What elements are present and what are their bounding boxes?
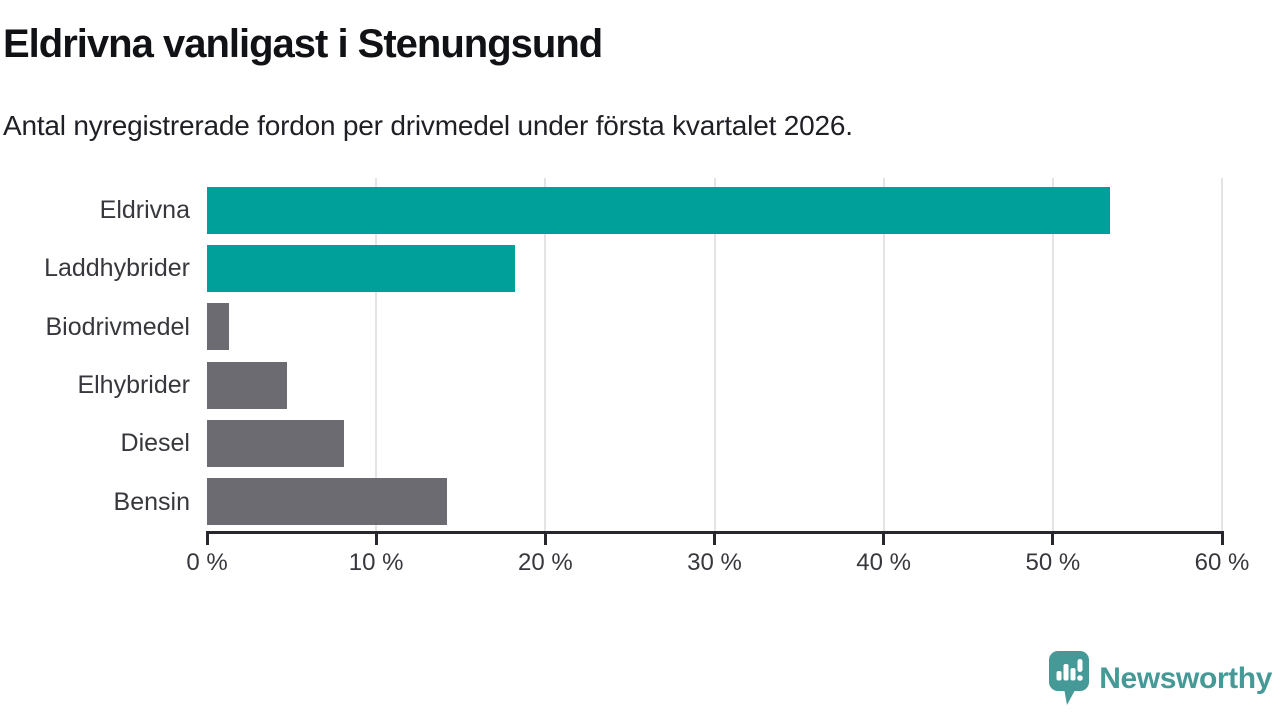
gridline-60pct bbox=[1221, 178, 1223, 531]
x-axis-tick-label: 60 % bbox=[1194, 549, 1250, 576]
newsworthy-logo-icon bbox=[1049, 651, 1090, 705]
bar-biodrivmedel bbox=[207, 303, 229, 351]
bar-diesel bbox=[207, 419, 345, 467]
x-axis-tick-label: 10 % bbox=[348, 549, 404, 576]
gridline-40pct bbox=[882, 178, 885, 531]
chart-subtitle: Antal nyregistrerade fordon per drivmede… bbox=[3, 110, 853, 141]
x-axis-tick-label: 30 % bbox=[687, 549, 742, 576]
x-axis-tick-60pct bbox=[1220, 531, 1224, 545]
x-axis-tick-30pct bbox=[713, 531, 716, 545]
page-title: Eldrivna vanligast i Stenungsund bbox=[3, 22, 603, 66]
category-label-eldrivna: Eldrivna bbox=[99, 196, 190, 224]
gridline-50pct bbox=[1051, 178, 1054, 531]
bar-elhybrider bbox=[207, 361, 287, 409]
x-axis-tick-label: 50 % bbox=[1025, 549, 1081, 576]
brand-footer: Newsworthy bbox=[1048, 650, 1272, 707]
gridline-10pct bbox=[375, 178, 378, 531]
x-axis-tick-10pct bbox=[374, 531, 378, 545]
category-label-bensin: Bensin bbox=[113, 487, 190, 516]
x-axis-tick-40pct bbox=[882, 531, 886, 545]
bar-laddhybrider bbox=[207, 244, 515, 292]
bar-eldrivna bbox=[207, 186, 1111, 234]
plot-area bbox=[207, 178, 1223, 531]
category-label-diesel: Diesel bbox=[120, 429, 190, 458]
brand-name: Newsworthy bbox=[1099, 661, 1272, 695]
x-axis-tick-label: 40 % bbox=[856, 549, 911, 576]
category-label-biodrivmedel: Biodrivmedel bbox=[45, 312, 190, 341]
x-axis-tick-0pct bbox=[205, 531, 209, 545]
bar-chart: 0 % 10 % 20 % 30 % 40 % 50 % 60 % Eldrivna Laddh… bbox=[0, 178, 1280, 601]
x-axis-tick-50pct bbox=[1051, 531, 1055, 545]
bar-bensin bbox=[207, 478, 448, 526]
category-label-laddhybrider: Laddhybrider bbox=[44, 254, 190, 283]
gridline-30pct bbox=[713, 178, 716, 531]
x-axis-tick-label: 0 % bbox=[186, 549, 228, 576]
category-label-elhybrider: Elhybrider bbox=[77, 371, 190, 399]
x-axis-tick-20pct bbox=[543, 531, 547, 545]
x-axis-tick-label: 20 % bbox=[517, 549, 573, 576]
gridline-20pct bbox=[544, 178, 547, 531]
